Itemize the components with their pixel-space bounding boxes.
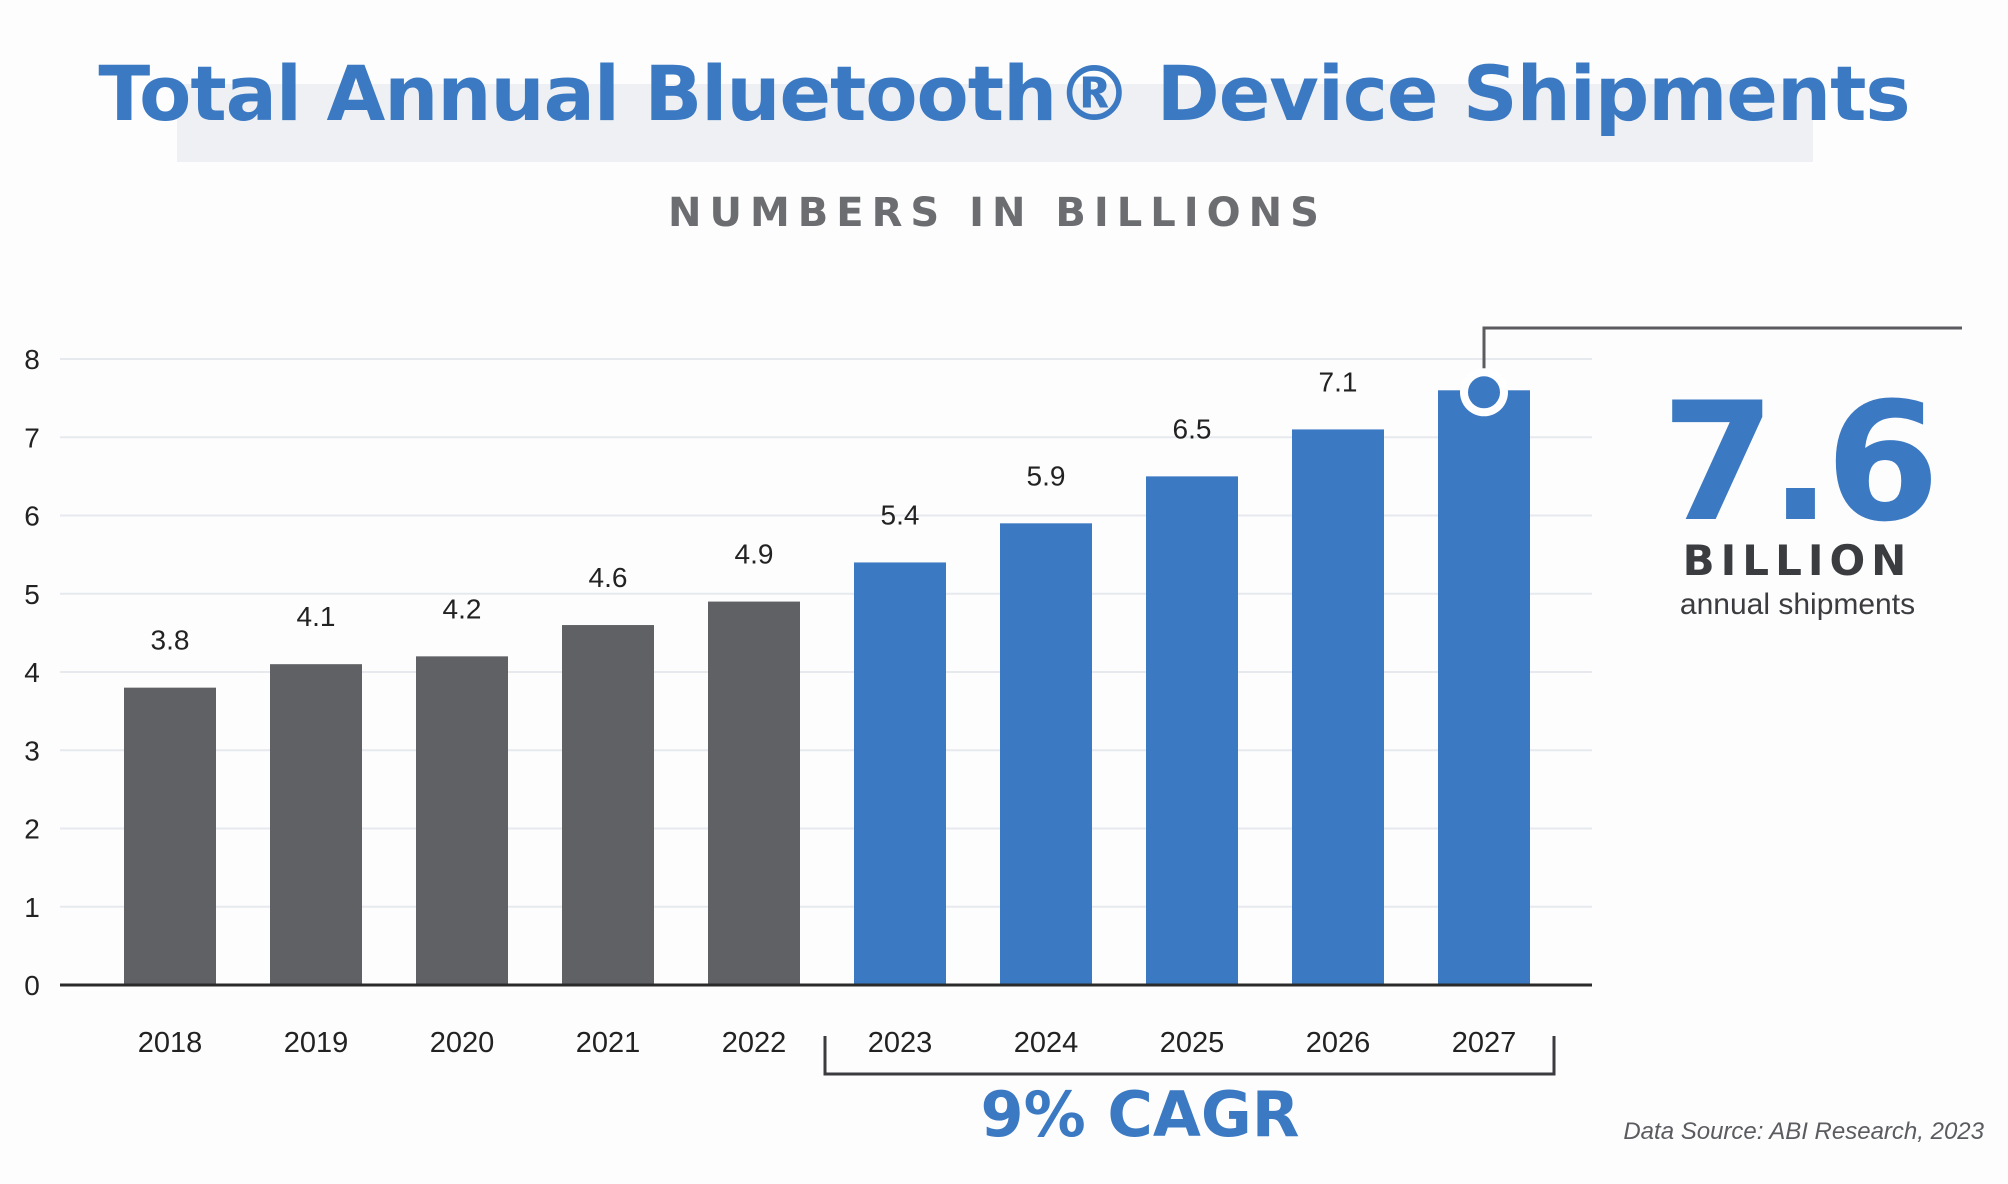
x-tick-label: 2019 [284,1027,349,1059]
y-tick-label: 3 [24,735,40,766]
data-source: Data Source: ABI Research, 2023 [1623,1118,1984,1146]
data-label: 6.5 [1173,413,1212,444]
data-label: 4.1 [297,601,336,632]
x-tick-label: 2024 [1014,1027,1079,1059]
bar [1146,476,1238,985]
y-tick-label: 7 [24,422,40,453]
y-tick-label: 6 [24,501,40,532]
callout-unit: BILLION [1640,536,1955,585]
y-tick-label: 1 [24,892,40,923]
bar [1292,429,1384,985]
bar [854,562,946,985]
bar [270,664,362,985]
x-tick-label: 2018 [138,1027,203,1059]
data-label: 5.9 [1027,460,1066,491]
bar [708,602,800,985]
y-tick-label: 0 [24,970,40,1001]
x-tick-label: 2020 [430,1027,495,1059]
y-tick-label: 2 [24,814,40,845]
callout-value: 7.6 [1640,378,1955,548]
cagr-label: 9% CAGR [980,1078,1300,1151]
bar [416,656,508,985]
callout-caption: annual shipments [1640,588,1955,622]
x-tick-label: 2023 [868,1027,933,1059]
x-tick-label: 2022 [722,1027,787,1059]
bar [1438,390,1530,985]
x-tick-label: 2027 [1452,1027,1517,1059]
data-label: 7.1 [1319,366,1358,397]
bar [1000,523,1092,985]
y-tick-label: 4 [24,657,40,688]
callout-marker [1468,376,1500,408]
bar [562,625,654,985]
x-tick-label: 2026 [1306,1027,1371,1059]
y-tick-label: 8 [24,344,40,375]
data-label: 3.8 [151,625,190,656]
data-label: 4.9 [735,539,774,570]
data-label: 4.6 [589,562,628,593]
x-tick-label: 2025 [1160,1027,1225,1059]
x-tick-label: 2021 [576,1027,641,1059]
data-label: 4.2 [443,593,482,624]
y-tick-label: 5 [24,579,40,610]
data-label: 5.4 [881,499,920,530]
bar [124,688,216,985]
